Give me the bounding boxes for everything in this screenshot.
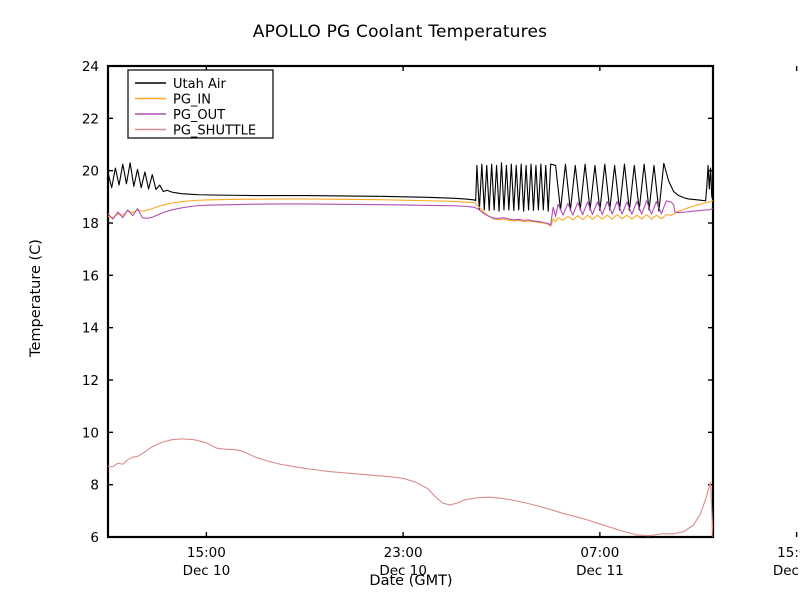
legend-label-1: PG_IN [173,93,211,108]
series-line-pg-out [108,200,713,226]
x-tick-label-time: 07:00 [580,545,619,561]
x-tick-label-date: Dec 11 [773,563,800,579]
y-tick-label: 22 [82,111,99,127]
y-tick-label: 12 [82,373,99,389]
y-tick-label: 14 [82,321,99,337]
series-line-pg-shuttle [108,438,713,537]
x-tick-label-date: Dec 10 [183,563,231,579]
x-tick-label-date: Dec 11 [576,563,624,579]
legend-label-2: PG_OUT [173,108,225,123]
chart-title: APOLLO PG Coolant Temperatures [252,22,548,42]
x-axis-label: Date (GMT) [369,573,453,589]
legend-label-3: PG_SHUTTLE [173,124,256,139]
legend-box [127,69,274,139]
plot-frame [106,64,715,539]
y-tick-label: 24 [82,59,99,75]
x-tick-label-time: 15:00 [187,545,226,561]
x-tick-label-time: 15:00 [777,545,800,561]
y-tick-label: 8 [90,478,99,494]
y-tick-label: 18 [82,216,99,232]
y-tick-label: 6 [90,530,99,546]
x-tick-label-date: Dec 10 [379,563,427,579]
series-line-utah-air [108,162,713,212]
x-tick-label-time: 23:00 [384,545,423,561]
y-tick-label: 20 [82,164,99,180]
series-line-pg-in [108,198,713,227]
series-group [108,162,713,537]
y-tick-label: 10 [82,425,99,441]
y-tick-label: 16 [82,268,99,284]
legend-label-0: Utah Air [173,77,226,92]
